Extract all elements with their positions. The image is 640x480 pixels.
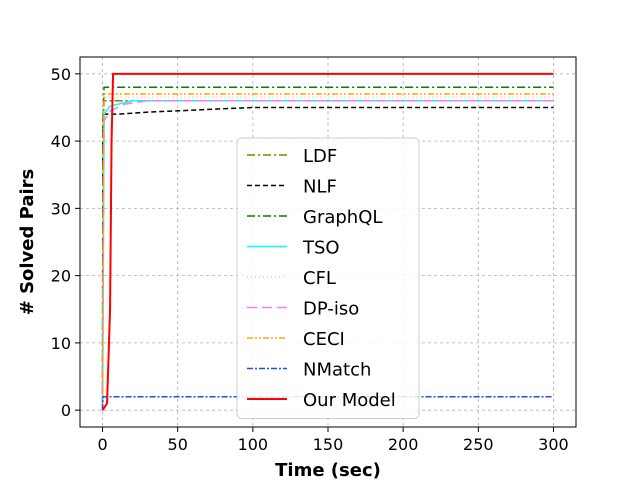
x-tick-label: 200	[388, 435, 419, 454]
x-tick-label: 150	[313, 435, 344, 454]
y-tick-label: 10	[51, 334, 71, 353]
series-line-cfl	[101, 96, 554, 411]
x-tick-label: 50	[168, 435, 188, 454]
y-tick-label: 40	[51, 132, 71, 151]
legend-box	[236, 137, 420, 419]
y-tick-label: 30	[51, 199, 71, 218]
legend-nlf-label: NLF	[303, 177, 337, 198]
legend-dp-iso-label: DP-iso	[303, 299, 359, 320]
y-tick-label: 0	[61, 401, 71, 420]
x-tick-label: 250	[463, 435, 494, 454]
x-axis-title: Time (sec)	[275, 460, 381, 480]
y-tick-label: 20	[51, 267, 71, 286]
axis-ticks: 0 50 100 150 200 250 300 0 10 20 30 40 50	[51, 65, 569, 454]
series-line-graphql	[101, 86, 554, 411]
y-axis-title: # Solved Pairs	[17, 169, 38, 316]
legend-cfl-label: CFL	[303, 268, 336, 289]
legend-nmatch-label: NMatch	[303, 360, 371, 381]
y-tick-label: 50	[51, 65, 71, 84]
x-tick-label: 0	[97, 435, 107, 454]
legend: LDF NLF GraphQL TSO CFL DP-iso CECI NMatch Our M…	[236, 137, 420, 419]
x-tick-label: 300	[538, 435, 569, 454]
legend-ldf-label: LDF	[303, 146, 337, 167]
legend-graphql-label: GraphQL	[303, 207, 382, 228]
series-line-our-model	[101, 72, 554, 411]
legend-tso-label: TSO	[302, 238, 340, 259]
series-line-ceci	[101, 93, 554, 411]
legend-ceci-label: CECI	[303, 329, 345, 350]
legend-our-model-label: Our Model	[303, 390, 396, 411]
x-tick-label: 100	[238, 435, 269, 454]
